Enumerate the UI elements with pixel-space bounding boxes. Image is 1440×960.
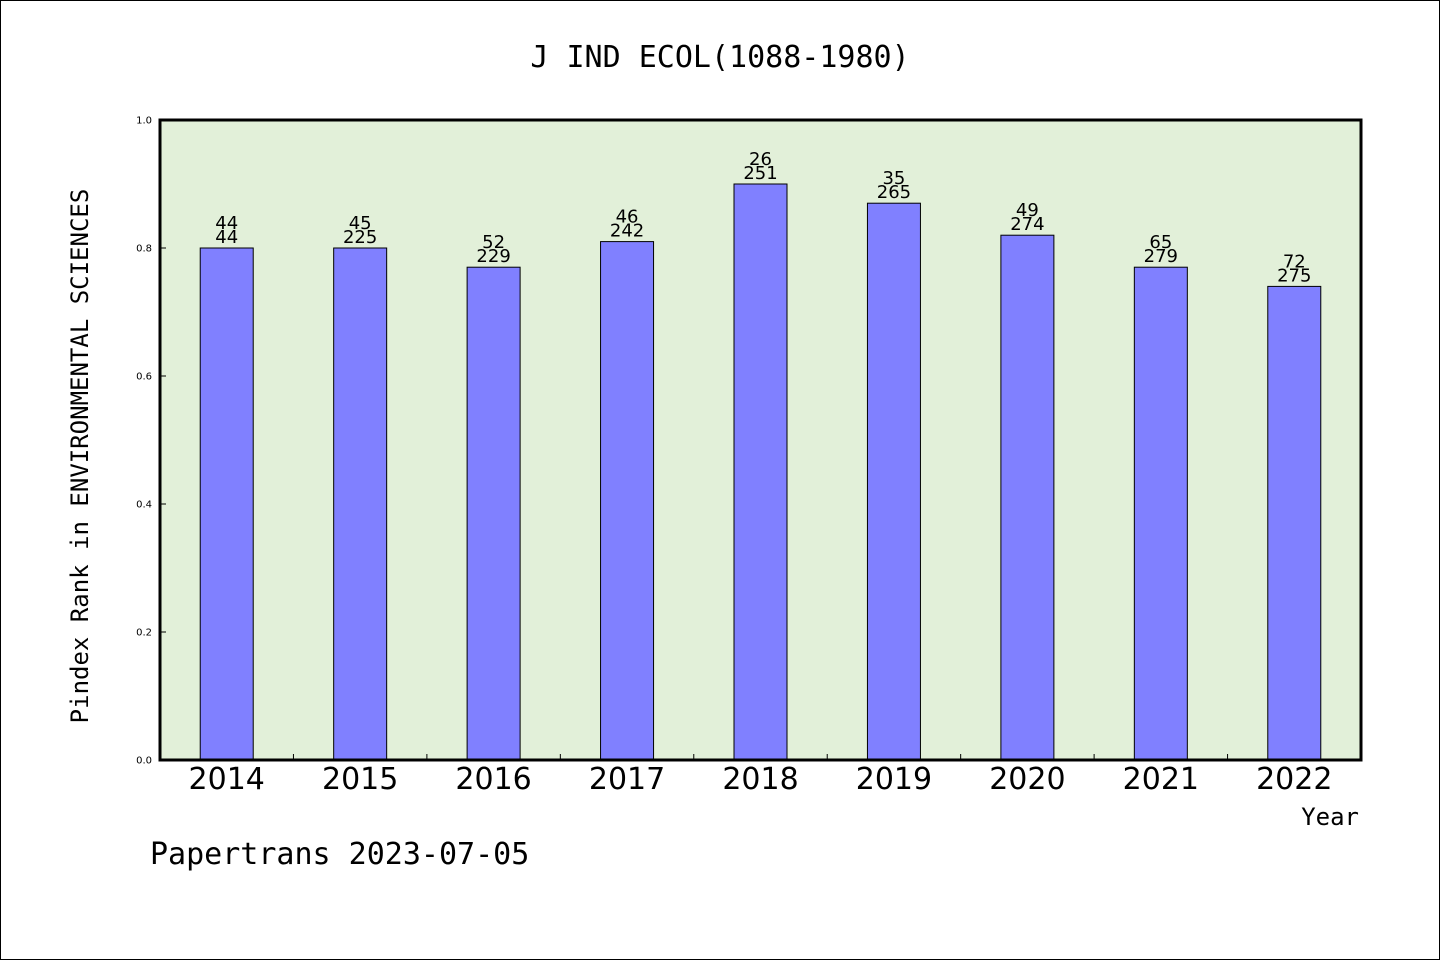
y-axis-label: Pindex Rank in ENVIRONMENTAL SCIENCES — [66, 189, 94, 724]
rank-label-2019: 35 — [882, 168, 905, 189]
bars-layer — [199, 183, 1322, 761]
x-tick-label-2018: 2018 — [722, 762, 798, 797]
y-tick-label: 0.2 — [136, 628, 152, 639]
x-tick-label-2014: 2014 — [189, 762, 265, 797]
bar-2021 — [1133, 266, 1188, 761]
x-tick-label-2016: 2016 — [455, 762, 531, 797]
y-tick-label: 0.0 — [136, 756, 152, 767]
total-label-2015: 225 — [343, 227, 377, 248]
bar-2017 — [600, 241, 655, 761]
rank-label-2015: 45 — [349, 213, 372, 234]
chart-title: J IND ECOL(1088-1980) — [530, 40, 909, 75]
plot-border — [158, 118, 1363, 762]
total-label-2020: 274 — [1010, 214, 1044, 235]
bar-2019 — [866, 202, 921, 761]
total-label-2022: 275 — [1277, 265, 1311, 286]
rank-label-2014: 44 — [215, 213, 238, 234]
x-tick-label-2015: 2015 — [322, 762, 398, 797]
total-label-2018: 251 — [743, 163, 777, 184]
axes-layer — [158, 118, 1363, 762]
x-tick-label-2022: 2022 — [1256, 762, 1332, 797]
rank-label-2020: 49 — [1016, 200, 1039, 221]
bar-2022 — [1267, 285, 1322, 761]
x-axis-label: Year — [1301, 803, 1359, 831]
x-tick-label-2019: 2019 — [856, 762, 932, 797]
footer-credit: Papertrans 2023-07-05 — [150, 837, 529, 872]
total-label-2021: 279 — [1144, 246, 1178, 267]
x-tick-label-2021: 2021 — [1123, 762, 1199, 797]
bar-2015 — [333, 247, 388, 761]
total-label-2016: 229 — [476, 246, 510, 267]
rank-label-2021: 65 — [1149, 232, 1172, 253]
rank-label-2016: 52 — [482, 232, 505, 253]
rank-label-2022: 72 — [1283, 251, 1306, 272]
total-label-2017: 242 — [610, 221, 644, 242]
rank-label-2018: 26 — [749, 149, 772, 170]
bar-2020 — [1000, 234, 1055, 761]
y-tick-label: 0.8 — [136, 244, 152, 255]
total-label-2014: 44 — [215, 227, 238, 248]
bar-2018 — [733, 183, 788, 761]
rank-label-2017: 46 — [616, 207, 639, 228]
total-label-2019: 265 — [877, 182, 911, 203]
y-tick-label: 1.0 — [136, 116, 152, 127]
y-tick-label: 0.6 — [136, 372, 152, 383]
x-tick-label-2017: 2017 — [589, 762, 665, 797]
y-tick-label: 0.4 — [136, 500, 152, 511]
bar-2016 — [466, 266, 521, 761]
x-tick-label-2020: 2020 — [989, 762, 1065, 797]
bar-2014 — [199, 247, 254, 761]
